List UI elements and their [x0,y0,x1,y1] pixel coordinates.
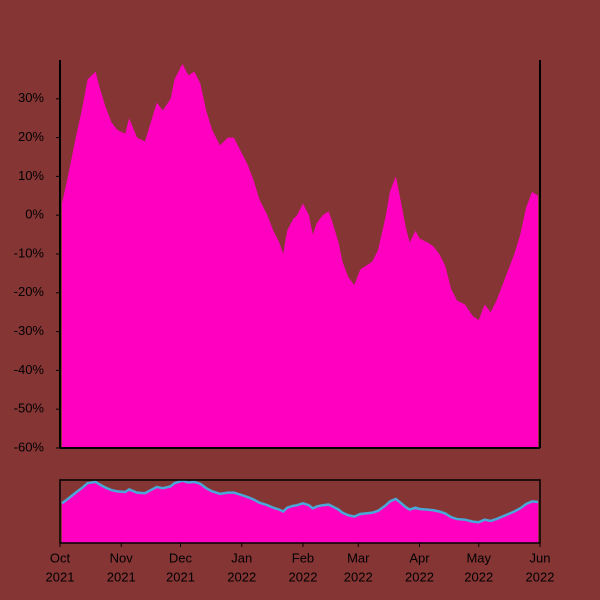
y-tick-label: 20% [18,129,44,144]
y-tick-label: 10% [18,168,44,183]
x-tick-label: 2022 [405,569,434,584]
x-tick-label: 2022 [227,569,256,584]
navigator-area [61,480,539,543]
x-tick-label: 2021 [107,569,136,584]
x-tick-label: 2022 [344,569,373,584]
x-tick-label: 2021 [166,569,195,584]
x-tick-label: 2022 [289,569,318,584]
y-tick-label: -40% [14,362,45,377]
x-tick-label: Jan [231,550,252,565]
navigator-line [61,479,539,524]
x-tick-label: Apr [409,550,430,565]
y-tick-label: -30% [14,323,45,338]
x-tick-label: Nov [110,550,134,565]
y-tick-label: -10% [14,245,45,260]
x-tick-label: Dec [169,550,193,565]
y-tick-label: -20% [14,284,45,299]
x-tick-label: Oct [50,550,71,565]
x-tick-label: 2022 [526,569,555,584]
navigator-frame [59,479,541,544]
x-tick-label: Mar [347,550,370,565]
x-tick-label: 2022 [464,569,493,584]
x-tick-label: 2021 [46,569,75,584]
y-tick-label: 0% [25,207,44,222]
y-tick-label: -50% [14,401,45,416]
y-tick-label: -60% [14,439,45,454]
x-tick-label: Feb [292,550,314,565]
area [61,63,539,448]
x-tick-label: May [466,550,491,565]
y-tick-label: 30% [18,90,44,105]
x-tick-label: Jun [530,550,551,565]
